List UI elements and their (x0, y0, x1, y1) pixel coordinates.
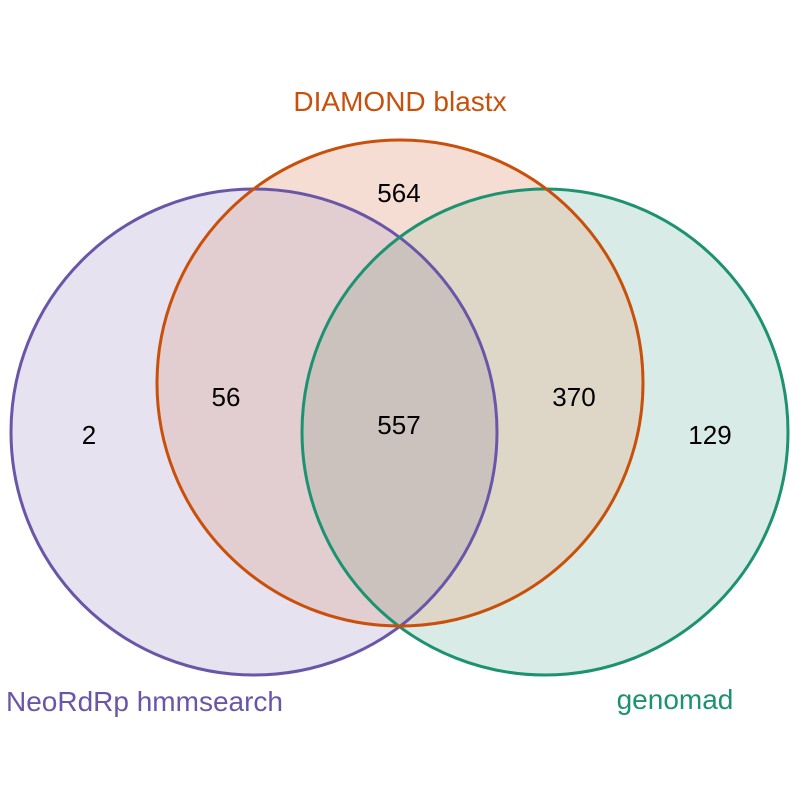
count-all-three: 557 (377, 410, 420, 440)
genomad-label: genomad (617, 684, 734, 715)
diamond-label: DIAMOND blastx (293, 86, 506, 117)
count-neordrp-diamond: 56 (212, 382, 241, 412)
count-genomad-only: 129 (688, 420, 731, 450)
count-diamond-only: 564 (377, 178, 420, 208)
count-diamond-genomad: 370 (552, 382, 595, 412)
count-neordrp-only: 2 (82, 420, 96, 450)
diamond-circle-outline (155, 138, 645, 628)
neordrp-label: NeoRdRp hmmsearch (6, 686, 283, 717)
all-three-overlap (302, 189, 497, 626)
